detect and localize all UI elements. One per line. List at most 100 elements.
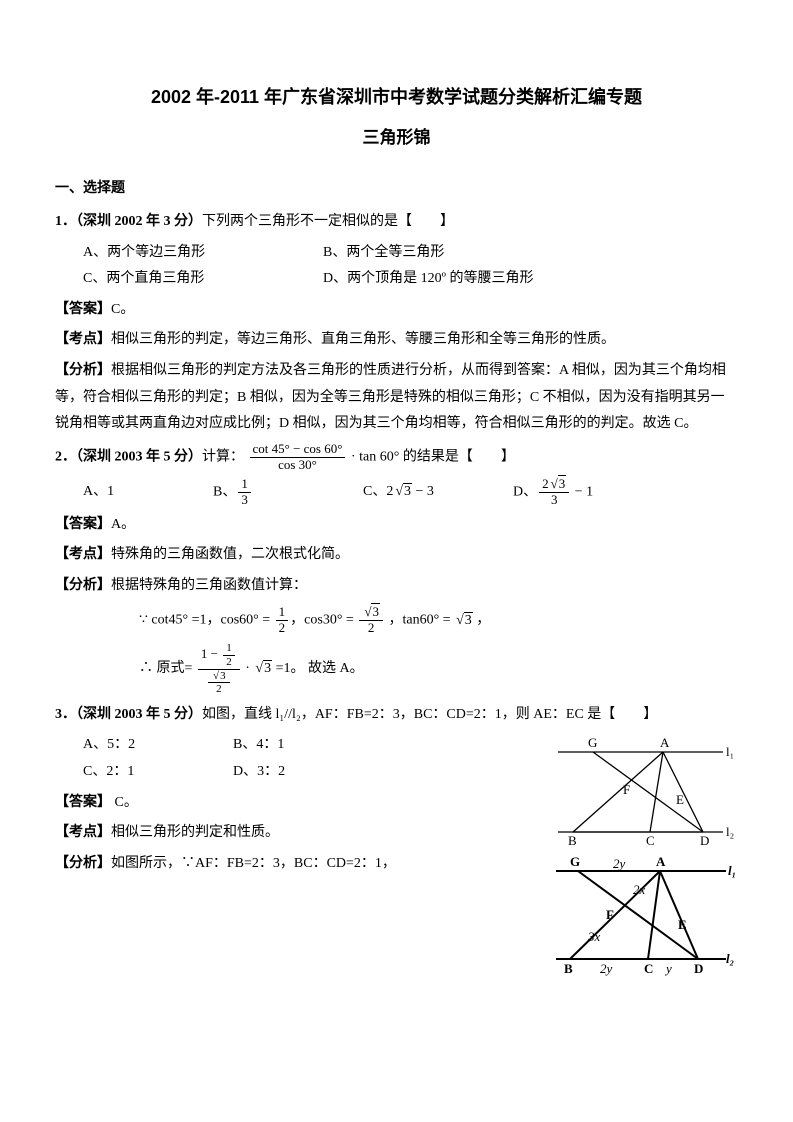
q3-answer-val: C。 xyxy=(111,795,138,810)
q2-fenxi-label: 【分析】 xyxy=(55,578,111,593)
q2-optD-sqrt-v: 3 xyxy=(558,475,567,491)
q2-kaodian-val: 特殊角的三角函数值，二次根式化简。 xyxy=(111,547,349,562)
q2-answer-label: 【答案】 xyxy=(55,517,111,532)
q2-optC-sqrt: 3 xyxy=(393,479,412,506)
fig2-l2: l₂ xyxy=(726,951,734,966)
fig2-G: G xyxy=(570,854,580,869)
q2-main-frac: cot 45° − cos 60° cos 30° xyxy=(250,442,346,473)
q1-fenxi-label: 【分析】 xyxy=(55,363,111,378)
q2-l2-a: ∴ 原式= xyxy=(139,661,196,676)
q2-optB-num: 1 xyxy=(238,477,251,493)
q1-stem: 1．（深圳 2002 年 3 分）下列两个三角形不一定相似的是【 】 xyxy=(55,209,738,236)
q2-l2-inner-n: 1 xyxy=(223,642,235,656)
q1-fenxi-val: 根据相似三角形的判定方法及各三角形的性质进行分析，从而得到答案：A 相似，因为其… xyxy=(55,363,726,431)
q2-optB: B、13 xyxy=(213,477,363,508)
q3-figure-1: G A l₁ F E B C D l₂ xyxy=(548,732,738,847)
q2-l2-den-sqrt: 3 xyxy=(211,670,227,683)
q2-l2-sqrt2: 3 xyxy=(253,656,272,683)
doc-subtitle: 三角形锦 xyxy=(55,122,738,154)
q1-prefix: 1．（深圳 2002 年 3 分） xyxy=(55,214,202,229)
q3-optB: B、4：1 xyxy=(233,732,284,759)
fig2-y: y xyxy=(664,961,672,976)
q2-l1-sqrt2-v: 3 xyxy=(464,612,473,628)
q2-optB-den: 3 xyxy=(238,493,251,508)
q2-l1-f2: 32 xyxy=(359,605,383,636)
q2-answer-val: A。 xyxy=(111,517,135,532)
q2-optD-prefix: D、 xyxy=(513,484,537,499)
q1-text: 下列两个三角形不一定相似的是【 】 xyxy=(202,214,454,229)
q2-stem: 2．（深圳 2003 年 5 分）计算： cot 45° − cos 60° c… xyxy=(55,442,738,473)
q2-l2-bigfrac: 1 − 12 32 xyxy=(198,642,240,696)
fig1-B: B xyxy=(568,833,577,847)
q1-opts-row2: C、两个直角三角形 D、两个顶角是 120º 的等腰三角形 xyxy=(55,266,738,293)
q1-kaodian: 【考点】相似三角形的判定，等边三角形、直角三角形、等腰三角形和全等三角形的性质。 xyxy=(55,327,738,354)
q3-answer-label: 【答案】 xyxy=(55,795,111,810)
q3-figure-2: G A l₁ F E B C D l₂ 2y 2x 3x 2y y xyxy=(548,851,738,981)
q3-stem: 3．（深圳 2003 年 5 分）如图，直线 l₁//l₂，AF：FB=2：3，… xyxy=(55,702,738,729)
fig2-E: E xyxy=(678,917,687,932)
q2-l1-c: ，tan60° = xyxy=(385,613,454,628)
q1-answer-val: C。 xyxy=(111,302,134,317)
q1-optB: B、两个全等三角形 xyxy=(323,240,444,267)
fig1-C: C xyxy=(646,833,655,847)
q2-optD-suffix: − 1 xyxy=(571,484,593,499)
q2-optB-prefix: B、 xyxy=(213,484,236,499)
q1-answer: 【答案】C。 xyxy=(55,297,738,324)
q2-l1-sqrt: 3 xyxy=(362,605,380,620)
q2-opts: A、1 B、13 C、23 − 3 D、233 − 1 xyxy=(55,477,738,508)
q2-l2-den-sqrt-v: 3 xyxy=(219,669,227,682)
fig2-2y-top: 2y xyxy=(613,856,626,871)
q3-prefix: 3．（深圳 2003 年 5 分） xyxy=(55,707,202,722)
q2-optD-frac: 233 xyxy=(539,477,569,508)
q2-l1-f2-d: 2 xyxy=(359,621,383,636)
fig2-l1: l₁ xyxy=(728,863,736,878)
q2-optD: D、233 − 1 xyxy=(513,477,593,508)
fig1-l1: l₁ xyxy=(726,744,734,759)
q3-optC: C、2：1 xyxy=(83,759,233,786)
fig2-C: C xyxy=(644,961,653,976)
q2-answer: 【答案】A。 xyxy=(55,512,738,539)
q2-optD-num: 23 xyxy=(539,477,569,493)
q2-l1-sqrt2: 3 xyxy=(454,608,473,635)
fig2-2x: 2x xyxy=(633,882,646,897)
fig1-F: F xyxy=(623,782,630,797)
q1-kaodian-val: 相似三角形的判定，等边三角形、直角三角形、等腰三角形和全等三角形的性质。 xyxy=(111,332,615,347)
q2-optB-frac: 13 xyxy=(238,477,251,508)
q3-fenxi-val: 如图所示，∵AF：FB=2：3，BC：CD=2：1， xyxy=(111,856,396,871)
q2-l2-innerfrac: 12 xyxy=(223,642,235,668)
q2-text-a: 计算： xyxy=(202,449,244,464)
q1-optA: A、两个等边三角形 xyxy=(83,240,323,267)
q3-optD: D、3：2 xyxy=(233,759,285,786)
q2-kaodian-label: 【考点】 xyxy=(55,547,111,562)
q2-l2-c: =1。 故选 A。 xyxy=(272,661,364,676)
q2-text-b: · tan 60° 的结果是【 】 xyxy=(351,449,515,464)
q2-optC-sqrt-v: 3 xyxy=(403,483,412,499)
q2-l1-d: ， xyxy=(473,613,491,628)
q2-l1-sqrt-v: 3 xyxy=(371,603,380,619)
q2-optC: C、2 3 − 3 xyxy=(363,479,513,506)
q2-frac-num: cot 45° − cos 60° xyxy=(250,442,346,458)
q2-optC-prefix: C、2 xyxy=(363,484,393,499)
fig1-G: G xyxy=(588,735,597,750)
q3-kaodian-val: 相似三角形的判定和性质。 xyxy=(111,825,279,840)
fig1-D: D xyxy=(700,833,709,847)
q2-l1-f1: 12 xyxy=(276,605,289,636)
q2-fenxi: 【分析】根据特殊角的三角函数值计算： xyxy=(55,573,738,600)
fig2-2y-bot: 2y xyxy=(600,961,613,976)
q2-l2-inner-d: 2 xyxy=(223,656,235,669)
q2-prefix: 2．（深圳 2003 年 5 分） xyxy=(55,449,202,464)
q3-opts-row1: A、5：2 B、4：1 xyxy=(55,732,540,759)
q2-l2-bignum: 1 − 12 xyxy=(198,642,240,669)
q3-optA: A、5：2 xyxy=(83,732,233,759)
q1-kaodian-label: 【考点】 xyxy=(55,332,111,347)
q2-l1-b: ，cos30° = xyxy=(290,613,357,628)
q2-optC-mid: − 3 xyxy=(412,484,434,499)
fig1-l2: l₂ xyxy=(726,824,734,839)
q2-frac-den: cos 30° xyxy=(250,458,346,473)
q1-optD: D、两个顶角是 120º 的等腰三角形 xyxy=(323,266,533,293)
q2-math-line2: ∴ 原式= 1 − 12 32 · 3 =1。 故选 A。 xyxy=(55,642,738,696)
q2-l1-f2-n: 3 xyxy=(359,605,383,621)
q2-l2-den-d: 2 xyxy=(208,683,230,696)
q2-optD-sqrt: 3 xyxy=(549,477,567,492)
q2-optA: A、1 xyxy=(83,479,213,506)
